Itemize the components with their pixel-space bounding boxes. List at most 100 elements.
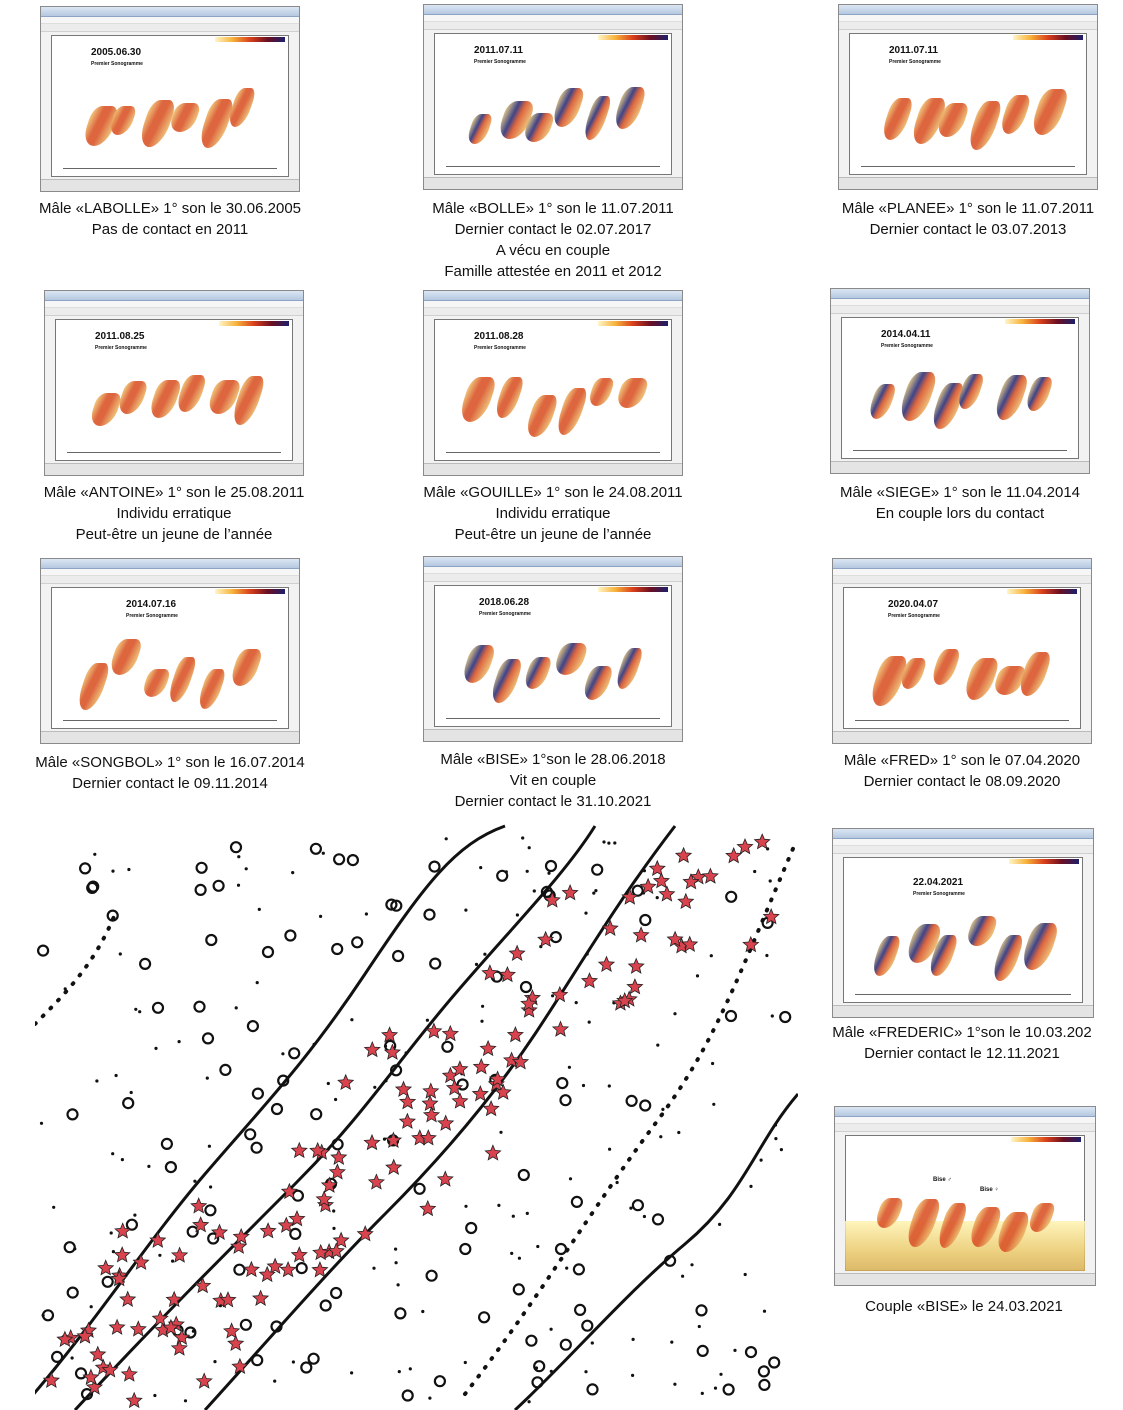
circle-marker [639, 1099, 652, 1112]
sonogram-colorbar [598, 321, 668, 326]
sonogram-date: 2014.04.11 [881, 329, 931, 340]
dot-marker [109, 1231, 113, 1235]
sonogram-colorbar [1009, 859, 1079, 864]
star-marker [290, 1246, 308, 1263]
sonogram-screenshot: 2011.07.11 Premier Sonogramme [423, 4, 683, 190]
dot-marker [158, 1253, 162, 1257]
circle-marker [229, 841, 243, 854]
star-marker [621, 888, 639, 905]
window-toolbar [831, 306, 1089, 314]
star-marker [114, 1222, 132, 1239]
sonogram-subtitle: Premier Sonogramme [913, 891, 965, 897]
dot-marker [396, 1283, 400, 1287]
dot-marker [499, 1130, 503, 1134]
circle-marker [277, 1074, 290, 1087]
circle-marker [456, 1078, 469, 1091]
circle-marker [779, 1010, 792, 1024]
star-marker [681, 935, 699, 952]
window-menubar [424, 15, 682, 22]
dot-marker [383, 1044, 388, 1048]
circle-markers [37, 841, 792, 1402]
star-marker [508, 944, 526, 961]
circle-marker [330, 1286, 343, 1300]
circle-marker [441, 1040, 454, 1053]
star-marker [363, 1133, 381, 1151]
dot-marker [244, 867, 248, 871]
star-marker [506, 1025, 524, 1043]
circle-marker [160, 1137, 173, 1150]
star-marker [385, 1158, 403, 1175]
dot-marker [384, 1079, 388, 1083]
circle-marker [556, 1077, 569, 1090]
star-marker [422, 1082, 440, 1099]
boundary-line [513, 1093, 798, 1410]
dot-marker [321, 851, 325, 855]
dot-marker [497, 1203, 501, 1207]
sonogram-screenshot: 2014.07.16 Premier Sonogramme [40, 558, 300, 744]
sonogram-label-male: Bise ♂ [933, 1177, 952, 1183]
sonogram-colorbar [1007, 589, 1077, 594]
star-marker [337, 1073, 355, 1091]
dot-marker [63, 987, 67, 991]
dot-marker [581, 1083, 586, 1088]
dot-marker [700, 1391, 704, 1395]
circle-marker [631, 884, 644, 897]
dot-marker [421, 1309, 425, 1314]
dot-marker [133, 1213, 137, 1217]
dot-marker [615, 1180, 619, 1185]
sonogram-time-axis [853, 450, 1067, 451]
star-marker [399, 1092, 417, 1110]
star-marker [162, 1318, 180, 1336]
window-titlebar [424, 557, 682, 567]
star-marker [701, 867, 719, 884]
circle-marker [289, 1227, 302, 1240]
dot-marker [111, 869, 115, 873]
dot-marker [690, 1263, 694, 1267]
dot-marker [425, 1018, 429, 1022]
star-marker [451, 1060, 469, 1077]
star-marker [384, 1131, 402, 1148]
dot-marker [762, 1309, 767, 1313]
dot-marker [350, 1371, 354, 1375]
star-marker [219, 1291, 237, 1308]
star-marker [108, 1318, 126, 1335]
star-marker [328, 1163, 346, 1180]
dot-marker [177, 1040, 181, 1044]
circle-marker [586, 1383, 599, 1396]
star-marker [279, 1260, 297, 1278]
sonogram-time-axis [63, 168, 277, 169]
dot-marker [134, 1007, 138, 1011]
dot-marker [291, 1360, 295, 1364]
circle-marker [429, 957, 442, 970]
circle-marker [533, 1360, 546, 1373]
caption-line: A vécu en couple [495, 242, 611, 259]
sonogram-label-female: Bise ♀ [980, 1187, 999, 1193]
caption-line: Peut-être un jeune de l’année [75, 526, 273, 543]
circle-marker [517, 1168, 530, 1182]
star-marker [311, 1261, 329, 1278]
circle-marker [205, 933, 218, 947]
dot-marker [382, 1137, 387, 1141]
circle-marker [725, 890, 738, 903]
circle-marker [151, 1001, 165, 1014]
caption-line: Peut-être un jeune de l’année [454, 526, 652, 543]
sonogram-screenshot: Bise ♂ Bise ♀ [834, 1106, 1096, 1286]
circle-marker [251, 1087, 264, 1100]
star-marker [125, 1391, 143, 1409]
sonogram-subtitle: Premier Sonogramme [474, 59, 526, 65]
circle-marker [310, 1108, 323, 1121]
circle-marker [465, 1221, 478, 1235]
circle-marker [239, 1318, 252, 1331]
window-toolbar [424, 22, 682, 30]
dot-marker [73, 1247, 77, 1251]
circle-marker [696, 1344, 709, 1358]
window-titlebar [41, 559, 299, 569]
circle-marker [309, 842, 322, 855]
star-marker [132, 1253, 150, 1270]
star-marker [422, 1106, 441, 1123]
circle-marker [78, 862, 92, 875]
star-marker [309, 1141, 327, 1159]
star-marker [742, 935, 760, 953]
star-marker [658, 885, 676, 902]
dot-marker [332, 1209, 336, 1213]
